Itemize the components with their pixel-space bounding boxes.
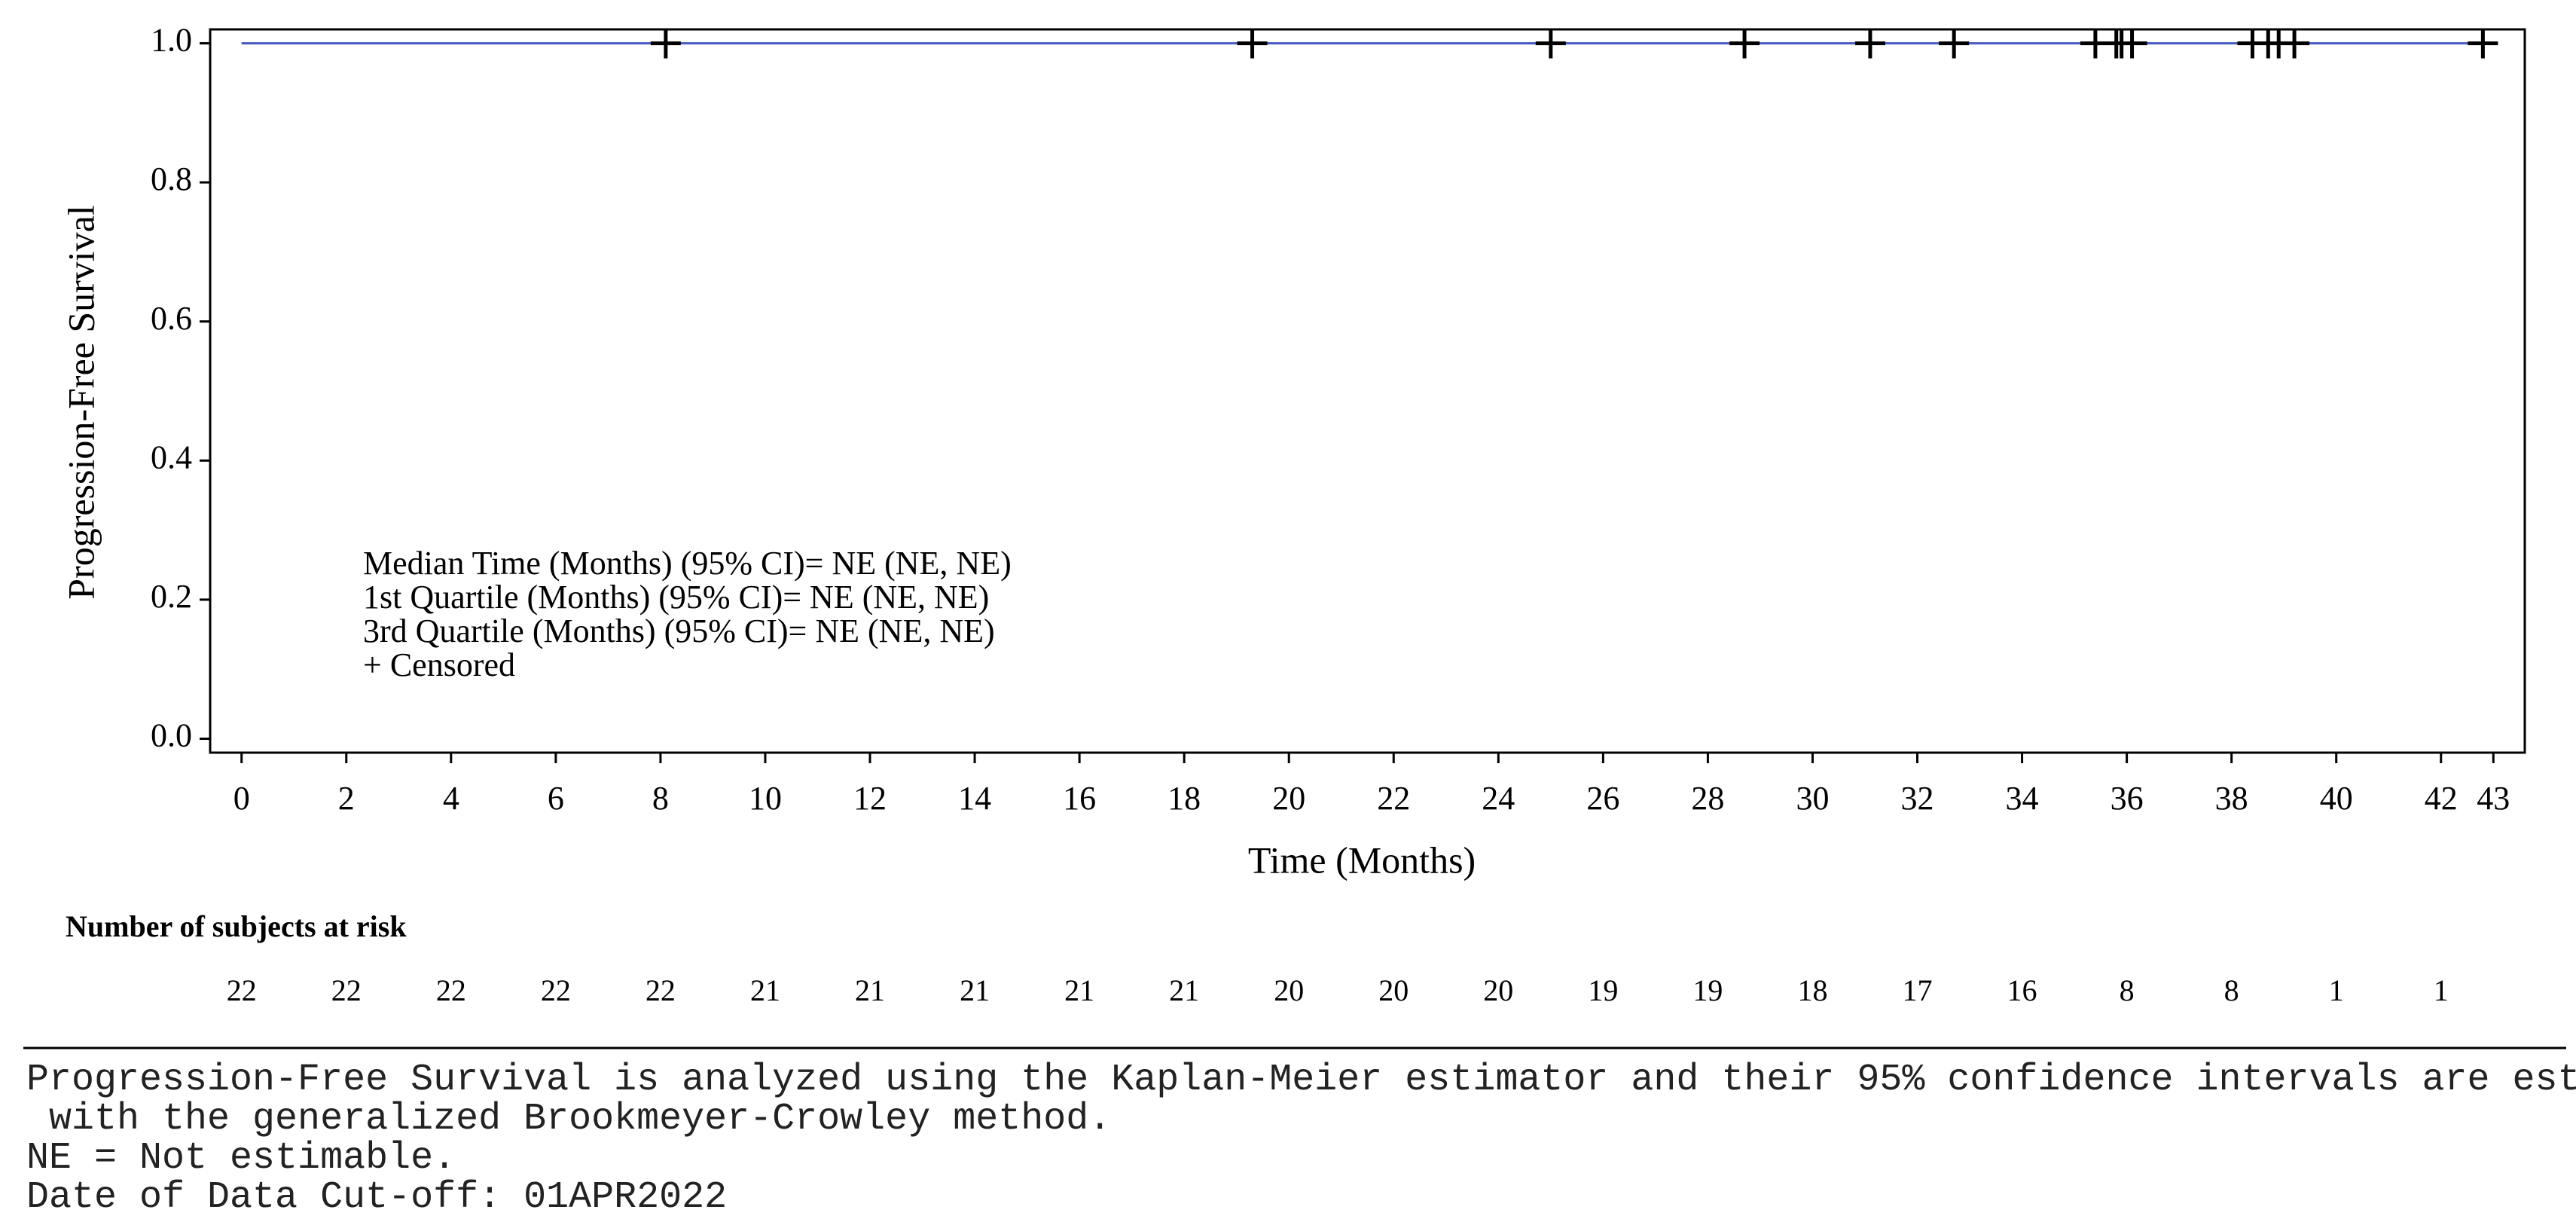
footnote: NE = Not estimable. bbox=[26, 1137, 456, 1180]
x-tick-label: 42 bbox=[2425, 780, 2458, 817]
risk-table-title: Number of subjects at risk bbox=[66, 909, 407, 943]
x-axis-label: Time (Months) bbox=[1248, 839, 1476, 881]
footnote: with the generalized Brookmeyer-Crowley … bbox=[26, 1098, 1111, 1141]
x-tick-label: 2 bbox=[338, 780, 355, 817]
annotation: Median Time (Months) (95% CI)= NE (NE, N… bbox=[363, 545, 1012, 582]
risk-count: 8 bbox=[2120, 973, 2135, 1007]
risk-count: 18 bbox=[1797, 973, 1827, 1007]
y-tick-label: 0.4 bbox=[151, 438, 192, 475]
risk-count: 17 bbox=[1903, 973, 1933, 1007]
risk-count: 21 bbox=[1169, 973, 1199, 1007]
risk-count: 19 bbox=[1692, 973, 1723, 1007]
x-tick-label: 18 bbox=[1167, 780, 1201, 817]
risk-count: 22 bbox=[227, 973, 257, 1007]
risk-count: 21 bbox=[960, 973, 990, 1007]
risk-count: 20 bbox=[1483, 973, 1513, 1007]
x-tick-label: 8 bbox=[652, 780, 669, 817]
risk-count: 21 bbox=[750, 973, 780, 1007]
y-tick-label: 0.2 bbox=[151, 578, 192, 615]
footnote: Progression-Free Survival is analyzed us… bbox=[26, 1059, 2576, 1101]
x-tick-label: 16 bbox=[1063, 780, 1096, 817]
censor-mark bbox=[2117, 28, 2147, 59]
risk-count: 22 bbox=[646, 973, 676, 1007]
y-axis-label: Progression-Free Survival bbox=[60, 205, 102, 600]
y-tick-label: 1.0 bbox=[151, 22, 192, 59]
y-tick-label: 0.0 bbox=[151, 717, 192, 754]
annotation: 3rd Quartile (Months) (95% CI)= NE (NE, … bbox=[363, 613, 995, 649]
y-tick-label: 0.6 bbox=[151, 300, 192, 337]
x-tick-label: 10 bbox=[749, 780, 782, 817]
x-tick-label: 24 bbox=[1482, 780, 1515, 817]
x-tick-label: 6 bbox=[548, 780, 564, 817]
risk-count: 1 bbox=[2329, 973, 2344, 1007]
risk-count: 20 bbox=[1274, 973, 1304, 1007]
x-tick-label: 43 bbox=[2477, 780, 2510, 817]
censor-mark bbox=[1939, 28, 1970, 59]
x-tick-label: 12 bbox=[853, 780, 887, 817]
x-tick-label: 34 bbox=[2006, 780, 2039, 817]
risk-count: 20 bbox=[1378, 973, 1409, 1007]
x-tick-label: 20 bbox=[1272, 780, 1305, 817]
x-tick-label: 36 bbox=[2111, 780, 2144, 817]
x-tick-label: 32 bbox=[1901, 780, 1934, 817]
x-tick-label: 38 bbox=[2215, 780, 2248, 817]
risk-count: 21 bbox=[1064, 973, 1094, 1007]
risk-count: 21 bbox=[855, 973, 885, 1007]
censor-mark bbox=[2468, 28, 2498, 59]
risk-count: 22 bbox=[541, 973, 571, 1007]
risk-count: 19 bbox=[1588, 973, 1618, 1007]
plot-frame bbox=[209, 28, 2526, 754]
x-tick-label: 22 bbox=[1377, 780, 1410, 817]
x-tick-label: 0 bbox=[233, 780, 250, 817]
censor-mark bbox=[1535, 28, 1566, 59]
risk-count: 16 bbox=[2007, 973, 2037, 1007]
risk-count: 1 bbox=[2434, 973, 2449, 1007]
annotation: + Censored bbox=[363, 646, 515, 683]
x-tick-label: 4 bbox=[443, 780, 459, 817]
censor-mark bbox=[1854, 28, 1885, 59]
censor-mark bbox=[1237, 28, 1268, 59]
annotation: 1st Quartile (Months) (95% CI)= NE (NE, … bbox=[363, 579, 989, 616]
risk-count: 22 bbox=[331, 973, 362, 1007]
x-tick-label: 14 bbox=[958, 780, 991, 817]
censor-mark bbox=[2279, 28, 2310, 59]
risk-count: 22 bbox=[436, 973, 466, 1007]
x-tick-label: 28 bbox=[1691, 780, 1724, 817]
x-tick-label: 40 bbox=[2320, 780, 2353, 817]
y-tick-label: 0.8 bbox=[151, 160, 192, 197]
x-tick-label: 30 bbox=[1796, 780, 1829, 817]
risk-count: 8 bbox=[2224, 973, 2239, 1007]
x-tick-label: 26 bbox=[1586, 780, 1619, 817]
censor-mark bbox=[650, 28, 681, 59]
footnote: Date of Data Cut-off: 01APR2022 bbox=[26, 1176, 727, 1216]
censor-mark bbox=[1729, 28, 1760, 59]
